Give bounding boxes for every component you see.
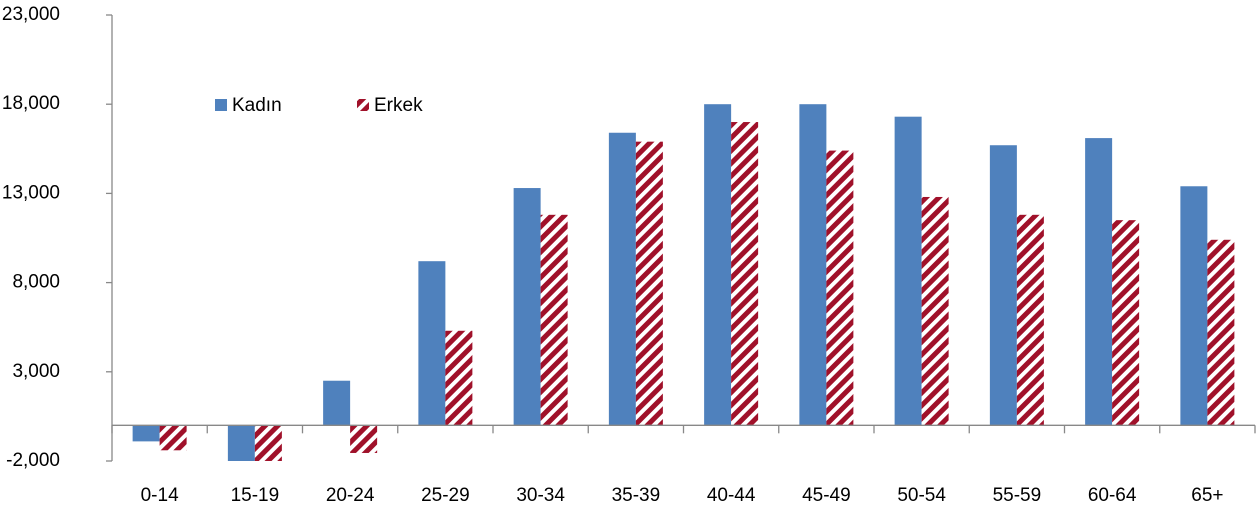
bar — [227, 425, 255, 461]
x-tick-label: 0-14 — [141, 485, 179, 506]
bar — [1085, 138, 1113, 426]
x-tick-label: 60-64 — [1088, 485, 1137, 506]
legend-label: Kadın — [232, 95, 282, 116]
bar — [921, 196, 949, 426]
x-tick-label: 35-39 — [612, 485, 661, 506]
bar — [540, 214, 568, 426]
bar — [635, 141, 663, 426]
bar — [1016, 214, 1044, 426]
bar — [513, 188, 541, 426]
y-tick-label: 13,000 — [2, 182, 60, 203]
bar — [445, 330, 473, 426]
y-tick-label: 8,000 — [12, 272, 60, 293]
x-tick-label: 25-29 — [421, 485, 470, 506]
bar — [731, 122, 759, 426]
bar — [826, 150, 854, 426]
legend-swatch — [357, 99, 369, 111]
bar — [1180, 186, 1208, 426]
y-tick-label: 3,000 — [12, 361, 60, 382]
bar — [132, 425, 160, 442]
bar — [254, 425, 282, 461]
legend-swatch — [215, 99, 227, 111]
x-tick-label: 40-44 — [707, 485, 756, 506]
bar — [608, 132, 636, 426]
bar — [704, 104, 732, 426]
x-tick-label: 30-34 — [516, 485, 565, 506]
bar — [1112, 220, 1140, 426]
x-tick-label: 65+ — [1191, 485, 1223, 506]
y-tick-label: 23,000 — [2, 4, 60, 25]
y-tick-label: -2,000 — [6, 450, 60, 471]
bar — [989, 145, 1017, 426]
bar — [323, 380, 351, 426]
bar — [350, 425, 378, 453]
bar — [894, 116, 922, 426]
legend-label: Erkek — [374, 95, 423, 116]
x-tick-label: 50-54 — [897, 485, 946, 506]
bar — [159, 425, 187, 451]
bar — [1207, 239, 1235, 426]
bar — [799, 104, 827, 426]
x-tick-label: 55-59 — [993, 485, 1042, 506]
x-tick-label: 20-24 — [326, 485, 375, 506]
bar — [418, 261, 446, 426]
y-tick-label: 18,000 — [2, 93, 60, 114]
x-tick-label: 15-19 — [231, 485, 280, 506]
x-tick-label: 45-49 — [802, 485, 851, 506]
